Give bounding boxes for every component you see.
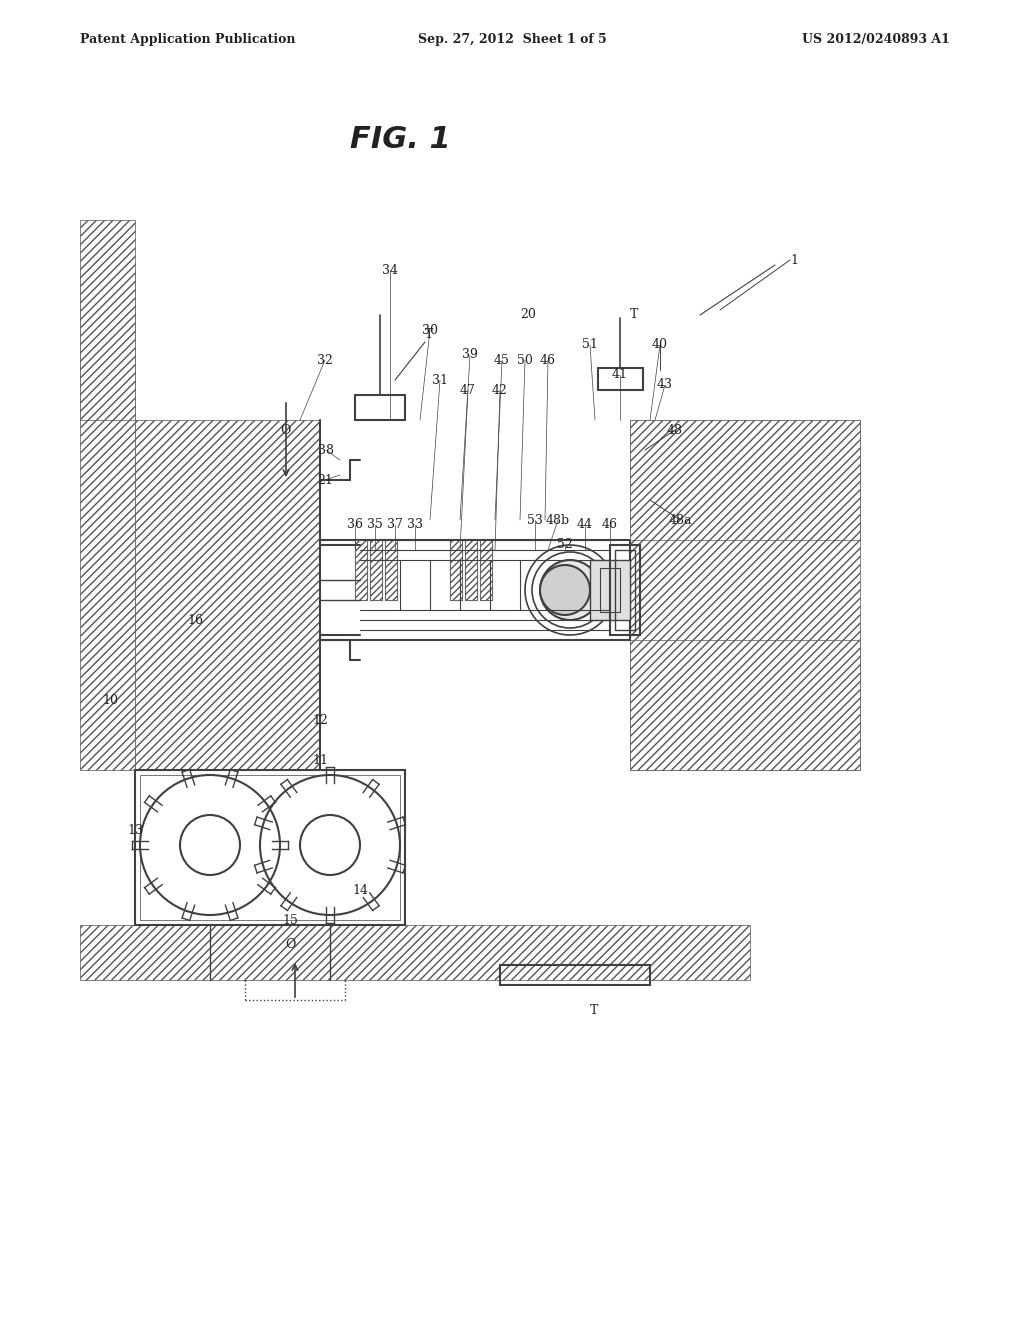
Text: 20: 20 [520,309,536,322]
Polygon shape [630,640,860,770]
Text: FIG. 1: FIG. 1 [349,125,451,154]
Text: 43: 43 [657,379,673,392]
Bar [135,770,406,925]
Bar [600,568,620,612]
Bar [370,540,382,601]
Text: 16: 16 [187,614,203,627]
Text: T: T [590,1003,598,1016]
Text: O: O [285,939,295,952]
Polygon shape [370,540,382,601]
Polygon shape [80,220,135,420]
Polygon shape [630,420,860,540]
Text: US 2012/0240893 A1: US 2012/0240893 A1 [802,33,950,46]
Polygon shape [135,420,319,770]
Text: 42: 42 [493,384,508,396]
Polygon shape [385,540,397,601]
Text: 37: 37 [387,519,402,532]
Text: 39: 39 [462,348,478,362]
Text: T: T [425,329,433,342]
Text: O: O [280,424,290,437]
Text: 10: 10 [102,693,118,706]
Bar [480,540,492,601]
Text: 41: 41 [612,368,628,381]
Text: 21: 21 [317,474,333,487]
Polygon shape [80,925,750,979]
Bar [450,540,462,601]
Text: 30: 30 [422,323,438,337]
Text: Sep. 27, 2012  Sheet 1 of 5: Sep. 27, 2012 Sheet 1 of 5 [418,33,606,46]
Text: 12: 12 [312,714,328,726]
Text: 53: 53 [527,513,543,527]
Text: T: T [630,309,638,322]
Text: 1: 1 [790,253,798,267]
Text: Patent Application Publication: Patent Application Publication [80,33,296,46]
Text: 44: 44 [577,519,593,532]
Polygon shape [480,540,492,601]
Circle shape [540,560,600,620]
Polygon shape [465,540,477,601]
Polygon shape [630,420,860,770]
Text: 50: 50 [517,354,532,367]
Text: 36: 36 [347,519,362,532]
Text: 34: 34 [382,264,398,276]
Bar [590,560,630,620]
Bar [615,550,635,630]
Circle shape [540,565,590,615]
Text: 52: 52 [557,539,572,552]
Text: 13: 13 [127,824,143,837]
Text: 15: 15 [282,913,298,927]
Text: 31: 31 [432,374,449,387]
Text: 48b: 48b [546,513,570,527]
Text: 14: 14 [352,883,368,896]
Text: 38: 38 [318,444,334,457]
Bar [319,540,630,640]
Text: 32: 32 [317,354,333,367]
Text: 11: 11 [312,754,328,767]
Bar [355,540,367,601]
Text: 47: 47 [460,384,476,396]
Text: 46: 46 [540,354,556,367]
Polygon shape [355,540,367,601]
Text: 46: 46 [602,519,618,532]
Text: 51: 51 [582,338,598,351]
Polygon shape [450,540,462,601]
Text: 45: 45 [494,354,510,367]
Text: 40: 40 [652,338,668,351]
Bar [140,775,400,920]
Polygon shape [80,271,135,770]
Bar [610,545,640,635]
Text: 48a: 48a [669,513,692,527]
Bar [385,540,397,601]
Text: 33: 33 [407,519,423,532]
Text: 48: 48 [667,424,683,437]
Bar [465,540,477,601]
Text: 35: 35 [367,519,383,532]
